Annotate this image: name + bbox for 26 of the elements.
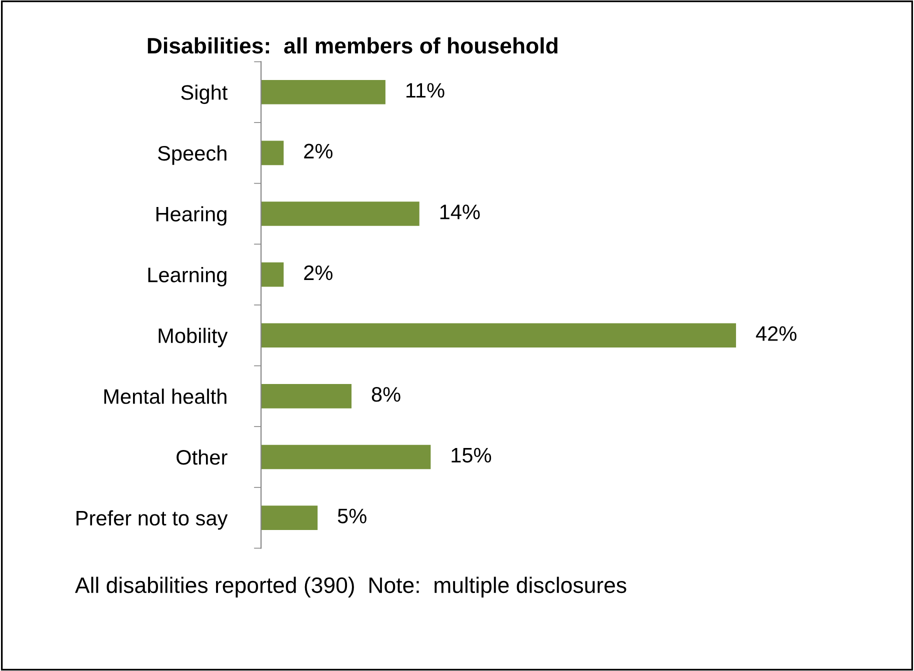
y-tick-label: Hearing (156, 206, 226, 226)
text: All disabilities reported (390) Note: multiple disclosures (74, 576, 626, 598)
bar (261, 140, 284, 166)
bar (261, 323, 736, 348)
data-label: 2% (304, 265, 332, 280)
data-label: 2% (304, 144, 332, 158)
bar (261, 384, 352, 408)
bar (261, 444, 431, 470)
data-label: 8% (372, 387, 400, 402)
y-tick-label: Other (176, 449, 228, 465)
y-tick-label: Prefer not to say (76, 510, 228, 530)
y-tick-label: Mobility (158, 328, 228, 348)
y-tick-label: Sight (181, 84, 228, 104)
y-tick-label: Mental health (104, 388, 226, 404)
data-label: 14% (440, 204, 480, 220)
chart-title: Disabilities: all members of household (148, 37, 558, 54)
data-label: 42% (756, 326, 796, 341)
bar (261, 506, 318, 530)
bar (261, 80, 386, 104)
y-tick-label: Learning (148, 267, 226, 286)
data-label: 15% (452, 448, 492, 463)
data-label: 11% (406, 83, 444, 98)
data-label: 5% (338, 508, 366, 524)
y-tick-label: Speech (158, 145, 226, 165)
bar (261, 202, 420, 226)
bar (261, 262, 284, 287)
